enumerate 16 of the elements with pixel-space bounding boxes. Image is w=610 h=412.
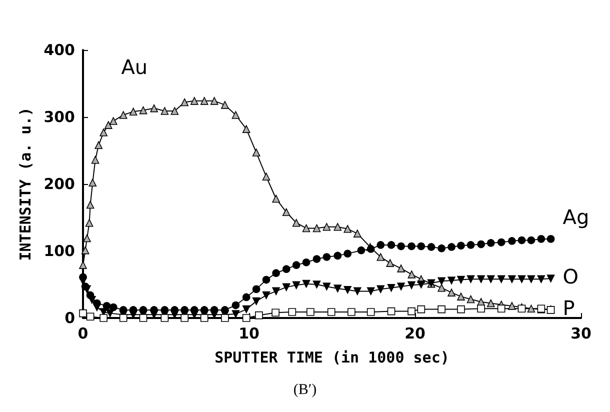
series-label: Au bbox=[121, 55, 148, 80]
y-tick-label: 200 bbox=[44, 175, 75, 193]
x-tick-label: 30 bbox=[570, 324, 592, 342]
x-tick-label: 10 bbox=[238, 324, 260, 342]
y-tick-label: 0 bbox=[64, 309, 75, 327]
y-tick-label: 300 bbox=[44, 108, 75, 126]
y-tick-label: 400 bbox=[44, 41, 75, 59]
text: (B′) bbox=[292, 382, 318, 399]
series-label: Ag bbox=[562, 204, 590, 229]
x-tick-label: 20 bbox=[404, 324, 426, 342]
y-axis-title: INTENSITY (a. u.) bbox=[16, 107, 34, 261]
series-label: O bbox=[562, 264, 579, 288]
y-tick-label: 100 bbox=[44, 242, 75, 260]
x-axis-title: SPUTTER TIME (in 1000 sec) bbox=[214, 348, 450, 366]
series-label: P bbox=[562, 296, 575, 320]
x-tick-label: 0 bbox=[78, 324, 88, 342]
